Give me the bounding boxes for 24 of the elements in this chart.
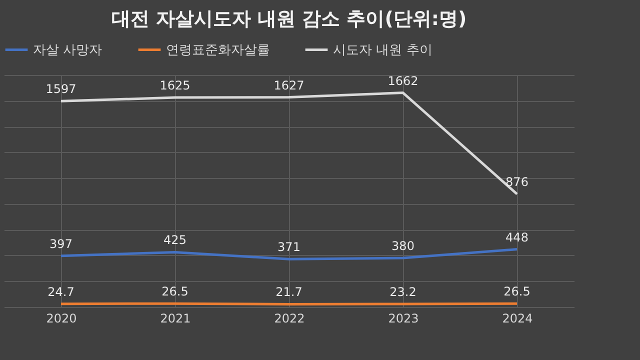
data-label: 448 — [506, 230, 528, 244]
data-label: 24.7 — [48, 284, 74, 299]
legend-label: 연령표준화자살률 — [166, 42, 270, 58]
data-label: 26.5 — [504, 284, 530, 299]
data-label: 371 — [278, 240, 300, 254]
data-label: 26.5 — [162, 284, 188, 299]
legend-label: 자살 사망자 — [33, 42, 102, 58]
x-tick-label: 2024 — [502, 312, 533, 326]
data-label: 876 — [506, 175, 528, 190]
data-label: 425 — [164, 233, 186, 248]
x-tick-label: 2023 — [388, 312, 419, 326]
chart-title: 대전 자살시도자 내원 감소 추이(단위:명) — [111, 8, 467, 30]
legend-label: 시도자 내원 추이 — [333, 42, 432, 58]
data-label: 23.2 — [390, 285, 416, 300]
data-label: 397 — [50, 236, 72, 251]
x-tick-label: 2022 — [274, 312, 305, 326]
x-tick-label: 2021 — [160, 312, 191, 326]
x-tick-label: 2020 — [46, 312, 77, 326]
data-label: 1627 — [274, 78, 304, 92]
data-label: 1625 — [160, 78, 190, 93]
data-label: 1662 — [388, 74, 418, 88]
data-label: 1597 — [46, 82, 76, 96]
data-label: 21.7 — [276, 285, 302, 300]
data-label: 380 — [392, 239, 414, 254]
